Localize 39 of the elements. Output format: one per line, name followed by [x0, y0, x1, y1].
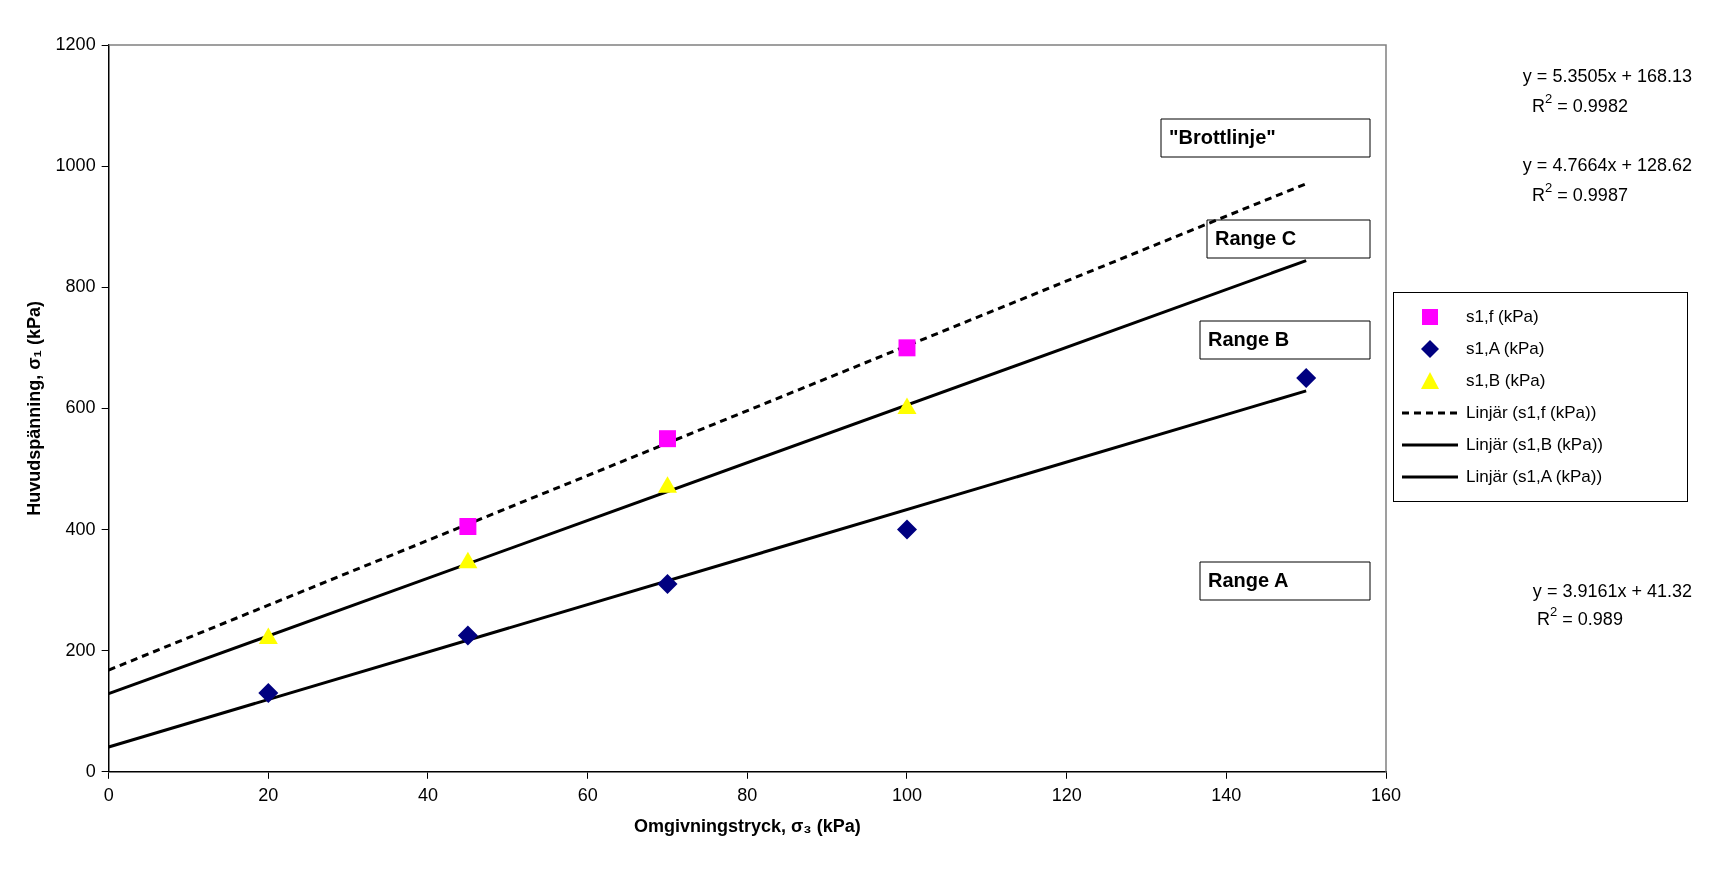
legend-label: Linjär (s1,f (kPa))	[1466, 403, 1597, 423]
x-tick-label: 120	[1051, 784, 1082, 805]
x-tick-label: 100	[891, 784, 923, 805]
annotation: Range B	[1208, 327, 1290, 350]
text: y = 4.7664x + 128.62	[1522, 154, 1692, 175]
x-tick-label: 40	[417, 784, 438, 805]
y-tick-label: 800	[65, 276, 96, 297]
annotation: "Brottlinje"	[1169, 125, 1276, 148]
text: y = 5.3505x + 168.13	[1522, 65, 1692, 86]
x-tick-label: 20	[258, 784, 279, 805]
annotation: Range C	[1215, 226, 1297, 249]
point	[898, 339, 916, 357]
x-tick-label: 80	[737, 784, 758, 805]
legend-label: Linjär (s1,B (kPa))	[1466, 435, 1603, 455]
point	[457, 625, 478, 646]
point	[459, 518, 477, 535]
x-tick-label: 160	[1370, 784, 1402, 805]
legend-label: s1,B (kPa)	[1466, 371, 1546, 391]
annotation: Range A	[1208, 568, 1289, 591]
y-axis-title: Huvudspänning, σ₁ (kPa)	[23, 301, 44, 516]
legend-label: s1,A (kPa)	[1466, 339, 1545, 359]
x-tick-label: 140	[1211, 784, 1242, 805]
legend-label: Linjär (s1,A (kPa))	[1466, 467, 1603, 487]
y-tick-label: 1200	[55, 33, 96, 54]
point	[258, 683, 279, 704]
x-tick-label: 60	[577, 784, 598, 805]
x-axis-title: Omgivningstryck, σ₃ (kPa)	[633, 816, 861, 837]
y-tick-label: 200	[65, 639, 96, 660]
point	[657, 574, 678, 595]
text: y = 3.9161x + 41.32	[1532, 580, 1693, 601]
point	[896, 519, 917, 540]
y-tick-label: 600	[65, 397, 96, 418]
point	[659, 430, 676, 448]
y-tick-label: 0	[85, 760, 96, 781]
y-tick-label: 400	[65, 518, 96, 539]
x-tick-label: 0	[103, 784, 114, 805]
y-tick-label: 1000	[55, 155, 96, 176]
point	[1296, 368, 1317, 389]
legend-label: s1,f (kPa)	[1466, 307, 1539, 327]
